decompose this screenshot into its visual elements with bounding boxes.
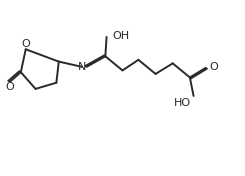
Text: O: O — [5, 82, 14, 92]
Text: O: O — [21, 39, 30, 49]
Text: OH: OH — [113, 31, 130, 41]
Text: O: O — [209, 62, 218, 72]
Text: N: N — [78, 62, 86, 72]
Text: HO: HO — [174, 98, 191, 108]
